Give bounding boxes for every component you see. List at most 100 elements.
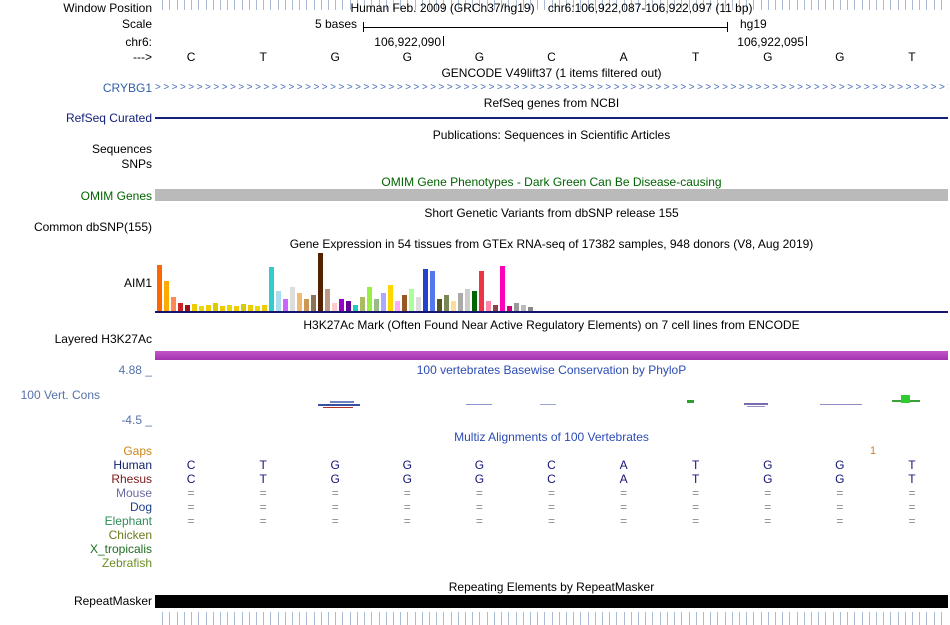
ruler-tick bbox=[407, 612, 409, 625]
gtex-expression-bar[interactable] bbox=[507, 306, 512, 311]
gtex-expression-bar[interactable] bbox=[311, 295, 316, 311]
gtex-expression-bar[interactable] bbox=[178, 303, 183, 311]
gtex-expression-bar[interactable] bbox=[395, 301, 400, 311]
gtex-expression-bar[interactable] bbox=[465, 289, 470, 311]
h3k27ac-track-title[interactable]: H3K27Ac Mark (Often Found Near Active Re… bbox=[303, 318, 800, 332]
gtex-expression-bar[interactable] bbox=[227, 305, 232, 311]
refseq-track-title[interactable]: RefSeq genes from NCBI bbox=[483, 96, 620, 110]
phylop-track-title[interactable]: 100 vertebrates Basewise Conservation by… bbox=[416, 363, 687, 377]
gene-strand-arrows[interactable]: >>>>>>>>>>>>>>>>>>>>>>>>>>>>>>>>>>>>>>>>… bbox=[155, 82, 948, 93]
gtex-expression-bar[interactable] bbox=[255, 306, 260, 311]
gaps-row-label[interactable]: Gaps bbox=[123, 444, 152, 458]
gtex-expression-bar[interactable] bbox=[234, 306, 239, 311]
gencode-track-title[interactable]: GENCODE V49lift37 (1 items filtered out) bbox=[441, 66, 662, 80]
gtex-expression-bar[interactable] bbox=[353, 305, 358, 311]
species-label-dog[interactable]: Dog bbox=[129, 500, 152, 514]
gtex-expression-bar[interactable] bbox=[381, 293, 386, 311]
species-label-zebrafish[interactable]: Zebrafish bbox=[101, 556, 152, 570]
species-label-mouse[interactable]: Mouse bbox=[115, 486, 152, 500]
species-label-chicken[interactable]: Chicken bbox=[108, 528, 152, 542]
publications-sequences-label[interactable]: Sequences bbox=[91, 142, 152, 156]
gtex-track-title[interactable]: Gene Expression in 54 tissues from GTEx … bbox=[289, 237, 814, 251]
gtex-expression-bar[interactable] bbox=[213, 303, 218, 311]
repeatmasker-track-title[interactable]: Repeating Elements by RepeatMasker bbox=[448, 580, 655, 594]
gtex-expression-bar[interactable] bbox=[437, 299, 442, 311]
publications-track-title[interactable]: Publications: Sequences in Scientific Ar… bbox=[432, 128, 671, 142]
species-label-human[interactable]: Human bbox=[113, 458, 152, 472]
gtex-expression-bar[interactable] bbox=[479, 271, 484, 311]
gtex-expression-bar[interactable] bbox=[521, 305, 526, 311]
dbsnp-track-title[interactable]: Short Genetic Variants from dbSNP releas… bbox=[424, 206, 679, 220]
gtex-expression-bar[interactable] bbox=[283, 299, 288, 311]
vert-cons-label[interactable]: 100 Vert. Cons bbox=[20, 388, 100, 402]
gtex-expression-bar[interactable] bbox=[360, 297, 365, 311]
gtex-expression-bar[interactable] bbox=[514, 303, 519, 311]
gtex-expression-bar[interactable] bbox=[164, 281, 169, 311]
gtex-expression-bar[interactable] bbox=[297, 293, 302, 311]
gtex-expression-bar[interactable] bbox=[528, 307, 533, 311]
gtex-expression-bar[interactable] bbox=[199, 306, 204, 311]
ruler-tick bbox=[335, 0, 337, 10]
common-dbsnp-label[interactable]: Common dbSNP(155) bbox=[33, 220, 152, 234]
gtex-expression-bar[interactable] bbox=[206, 305, 211, 311]
gtex-expression-bar[interactable] bbox=[493, 305, 498, 311]
gtex-expression-bar[interactable] bbox=[171, 297, 176, 311]
gtex-expression-bar[interactable] bbox=[318, 253, 323, 311]
gtex-expression-bar[interactable] bbox=[416, 297, 421, 311]
gene-label-crybg1[interactable]: CRYBG1 bbox=[102, 81, 152, 95]
ruler-tick bbox=[818, 612, 820, 625]
ruler-tick bbox=[457, 612, 459, 625]
gtex-expression-bar[interactable] bbox=[388, 285, 393, 311]
omim-track-title[interactable]: OMIM Gene Phenotypes - Dark Green Can Be… bbox=[381, 175, 722, 189]
species-label-rhesus[interactable]: Rhesus bbox=[111, 472, 152, 486]
ruler-tick bbox=[198, 0, 200, 10]
gtex-expression-bar[interactable] bbox=[290, 287, 295, 311]
ruler-tick bbox=[162, 612, 164, 625]
species-label-x_tropicalis[interactable]: X_tropicalis bbox=[89, 542, 152, 556]
ruler-tick bbox=[587, 612, 589, 625]
gtex-expression-bar[interactable] bbox=[325, 289, 330, 311]
gtex-expression-bar[interactable] bbox=[248, 305, 253, 311]
gtex-expression-bar[interactable] bbox=[220, 306, 225, 311]
gtex-gene-label[interactable]: AIM1 bbox=[123, 276, 152, 290]
h3k27ac-signal-bar[interactable] bbox=[155, 351, 948, 360]
alignment-cell: T bbox=[691, 458, 700, 472]
gtex-expression-bar[interactable] bbox=[409, 289, 414, 311]
refseq-curated-label[interactable]: RefSeq Curated bbox=[65, 111, 152, 125]
gtex-expression-bar[interactable] bbox=[500, 266, 505, 311]
gtex-expression-bar[interactable] bbox=[451, 301, 456, 311]
repeatmasker-element-bar[interactable] bbox=[155, 595, 948, 608]
gtex-expression-bar[interactable] bbox=[276, 291, 281, 311]
gtex-expression-bar[interactable] bbox=[402, 295, 407, 311]
gtex-expression-bar[interactable] bbox=[374, 299, 379, 311]
gtex-expression-bar[interactable] bbox=[472, 291, 477, 311]
gtex-expression-bar[interactable] bbox=[157, 265, 162, 311]
gtex-expression-bar[interactable] bbox=[192, 304, 197, 311]
gtex-expression-bar[interactable] bbox=[458, 293, 463, 311]
gtex-expression-bar[interactable] bbox=[339, 299, 344, 311]
publications-snps-label[interactable]: SNPs bbox=[121, 157, 152, 171]
species-label-elephant[interactable]: Elephant bbox=[104, 514, 152, 528]
omim-genes-label[interactable]: OMIM Genes bbox=[80, 189, 152, 203]
gtex-expression-bar[interactable] bbox=[486, 301, 491, 311]
repeatmasker-label[interactable]: RepeatMasker bbox=[73, 594, 152, 608]
gtex-expression-bar[interactable] bbox=[241, 304, 246, 311]
gtex-expression-bar[interactable] bbox=[185, 305, 190, 311]
ruler-tick bbox=[883, 0, 885, 10]
gtex-expression-bar[interactable] bbox=[346, 301, 351, 311]
gtex-expression-bar[interactable] bbox=[444, 295, 449, 311]
layered-h3k27ac-label[interactable]: Layered H3K27Ac bbox=[54, 332, 152, 346]
gtex-expression-bar[interactable] bbox=[332, 303, 337, 311]
ruler-tick bbox=[760, 0, 762, 10]
gtex-expression-bar[interactable] bbox=[430, 271, 435, 311]
gtex-expression-bar[interactable] bbox=[269, 267, 274, 311]
gtex-expression-bar[interactable] bbox=[367, 287, 372, 311]
ruler-tick bbox=[191, 612, 192, 625]
refseq-gene-bar[interactable] bbox=[155, 117, 948, 119]
gtex-expression-bar[interactable] bbox=[304, 299, 309, 311]
gtex-expression-bar[interactable] bbox=[423, 269, 428, 311]
multiz-track-title[interactable]: Multiz Alignments of 100 Vertebrates bbox=[454, 430, 649, 444]
omim-gene-bar[interactable] bbox=[155, 189, 948, 201]
gtex-expression-bar[interactable] bbox=[262, 305, 267, 311]
